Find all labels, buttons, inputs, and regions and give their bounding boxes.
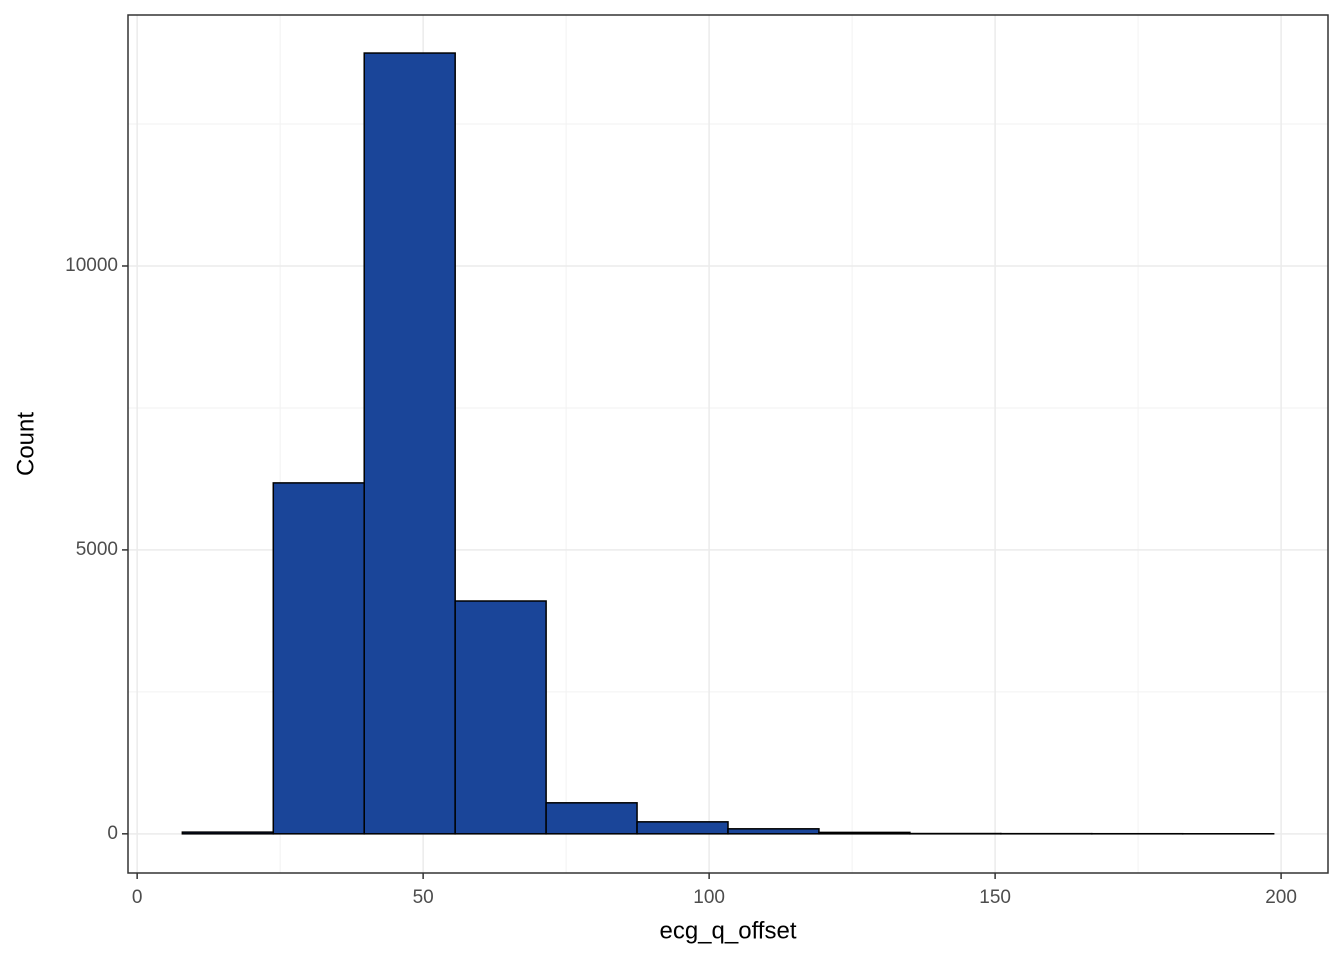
bar <box>545 802 638 835</box>
x-tick-label: 0 <box>132 887 143 908</box>
y-tick-label: 5000 <box>76 539 118 560</box>
bar <box>363 52 456 835</box>
panel-border <box>127 14 1329 874</box>
bar <box>272 482 365 835</box>
bar <box>636 821 729 835</box>
x-axis-title: ecg_q_offset <box>659 917 796 944</box>
x-tick-label: 150 <box>979 887 1011 908</box>
y-tick-label: 0 <box>107 823 118 844</box>
y-tick-label: 10000 <box>65 255 118 276</box>
x-tick-label: 200 <box>1265 887 1297 908</box>
y-axis-title: Count <box>12 412 39 476</box>
x-tick-label: 50 <box>413 887 434 908</box>
bar <box>454 600 547 835</box>
x-tick-label: 100 <box>693 887 725 908</box>
bar <box>727 828 820 835</box>
bar <box>181 831 275 835</box>
bar <box>818 831 911 835</box>
